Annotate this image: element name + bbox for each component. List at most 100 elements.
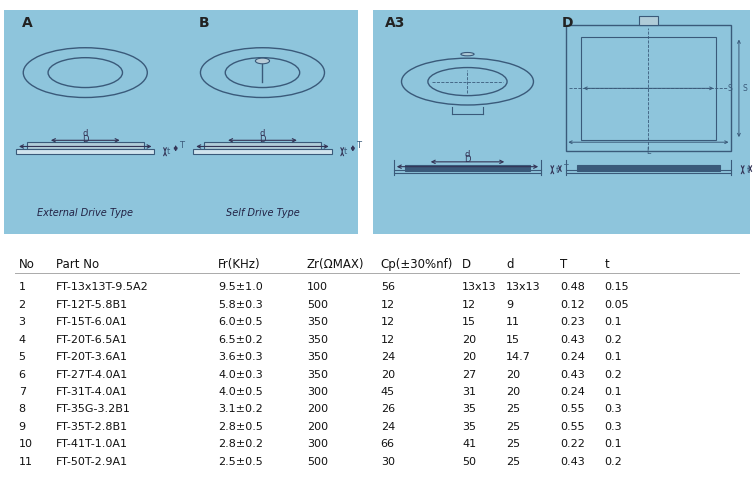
Text: FT-13x13T-9.5A2: FT-13x13T-9.5A2 [56,282,149,292]
Text: t: t [605,258,609,271]
Text: 100: 100 [307,282,328,292]
Text: 0.3: 0.3 [605,422,622,432]
Text: A: A [21,17,32,30]
Text: t: t [746,166,749,175]
Text: T: T [357,141,361,150]
Text: 6.5±0.2: 6.5±0.2 [218,335,263,345]
Text: 0.2: 0.2 [605,369,622,380]
Text: 0.55: 0.55 [560,422,585,432]
Text: t: t [556,166,559,175]
Bar [581,37,716,140]
Text: 8: 8 [19,405,26,414]
Text: 0.05: 0.05 [605,300,629,310]
Text: 0.2: 0.2 [605,335,622,345]
Text: 25: 25 [507,405,520,414]
Text: 0.1: 0.1 [605,352,622,362]
Text: 20: 20 [462,352,476,362]
Text: 4.0±0.3: 4.0±0.3 [218,369,263,380]
Ellipse shape [256,58,270,64]
Text: 350: 350 [307,369,328,380]
Text: 0.15: 0.15 [605,282,629,292]
Text: 1: 1 [19,282,26,292]
Text: 0.22: 0.22 [560,439,585,449]
Text: 20: 20 [507,369,520,380]
Text: 0.43: 0.43 [560,369,585,380]
Text: FT-20T-3.6A1: FT-20T-3.6A1 [56,352,127,362]
Text: 35: 35 [462,405,476,414]
Text: 0.55: 0.55 [560,405,585,414]
Text: T: T [560,258,568,271]
Text: 20: 20 [381,369,395,380]
Text: 56: 56 [381,282,394,292]
Text: 5: 5 [19,352,26,362]
Text: 2.8±0.2: 2.8±0.2 [218,439,263,449]
Text: 0.2: 0.2 [605,457,622,467]
Bar [193,149,332,155]
Text: 4.0±0.5: 4.0±0.5 [218,387,263,397]
Text: 15: 15 [462,317,476,327]
Text: 0.43: 0.43 [560,335,585,345]
Text: 200: 200 [307,405,328,414]
Text: A3: A3 [385,17,405,30]
Text: 27: 27 [462,369,477,380]
Text: d: d [83,129,88,138]
Text: 11: 11 [507,317,520,327]
Text: 2: 2 [19,300,26,310]
Text: 9: 9 [507,300,513,310]
Text: 350: 350 [307,352,328,362]
Text: D: D [462,258,471,271]
Text: 9: 9 [19,422,26,432]
Text: 4: 4 [19,335,26,345]
Text: d: d [260,129,265,138]
Bar [27,142,144,149]
Text: 30: 30 [381,457,394,467]
Text: FT-20T-6.5A1: FT-20T-6.5A1 [56,335,127,345]
Text: 0.1: 0.1 [605,317,622,327]
Text: 7: 7 [19,387,26,397]
Text: 5.8±0.3: 5.8±0.3 [218,300,263,310]
Text: d: d [507,258,513,271]
Text: 12: 12 [462,300,476,310]
Text: 6.0±0.5: 6.0±0.5 [218,317,262,327]
Text: 24: 24 [381,422,395,432]
Text: 13x13: 13x13 [462,282,497,292]
Text: 25: 25 [507,439,520,449]
Text: 12: 12 [381,300,395,310]
Text: 31: 31 [462,387,476,397]
Text: FT-12T-5.8B1: FT-12T-5.8B1 [56,300,127,310]
Text: FT-41T-1.0A1: FT-41T-1.0A1 [56,439,127,449]
Bar [639,17,657,25]
Text: D: D [464,155,470,164]
Text: 24: 24 [381,352,395,362]
Text: 25: 25 [507,422,520,432]
Text: D: D [259,135,265,144]
Text: 3.1±0.2: 3.1±0.2 [218,405,263,414]
Text: Self Drive Type: Self Drive Type [225,208,299,218]
Text: 6: 6 [19,369,26,380]
Text: 9.5±1.0: 9.5±1.0 [218,282,263,292]
Text: FT-50T-2.9A1: FT-50T-2.9A1 [56,457,127,467]
Bar [16,149,155,155]
Text: L: L [646,147,651,156]
Text: t: t [167,147,170,156]
Text: D: D [562,17,573,30]
Text: FT-31T-4.0A1: FT-31T-4.0A1 [56,387,127,397]
Text: 0.24: 0.24 [560,387,585,397]
Text: 2.5±0.5: 2.5±0.5 [218,457,263,467]
Text: 500: 500 [307,300,328,310]
Text: 350: 350 [307,317,328,327]
Bar [566,25,731,151]
Text: 26: 26 [381,405,395,414]
Text: 45: 45 [381,387,395,397]
Bar [204,142,321,149]
Text: Zr(ΩMAX): Zr(ΩMAX) [307,258,364,271]
Text: t: t [344,147,348,156]
Text: S: S [743,84,747,93]
Text: 35: 35 [462,422,476,432]
Text: 0.48: 0.48 [560,282,585,292]
Text: No: No [19,258,35,271]
Text: 10: 10 [19,439,32,449]
Text: 3: 3 [19,317,26,327]
Text: 20: 20 [462,335,476,345]
Text: External Drive Type: External Drive Type [37,208,133,218]
